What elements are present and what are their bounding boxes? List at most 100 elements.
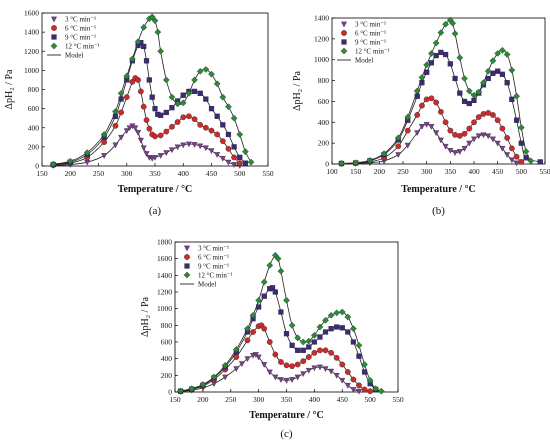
model-line-6: [341, 97, 522, 165]
data-point: [196, 67, 204, 75]
data-point: [513, 117, 520, 123]
y-tick-label: 1000: [24, 66, 39, 75]
data-point: [231, 154, 237, 161]
data-point: [191, 116, 198, 123]
data-point: [317, 347, 323, 354]
legend: 3 °C min⁻¹6 °C min⁻¹9 °C min⁻¹12 °C min⁻…: [337, 21, 390, 65]
data-point: [163, 109, 169, 116]
data-point: [456, 54, 464, 61]
data-point: [157, 132, 164, 139]
x-tick-label: 400: [468, 167, 480, 176]
data-point: [350, 376, 357, 383]
data-point: [214, 131, 221, 138]
data-point: [163, 128, 170, 135]
x-tick-label: 550: [262, 169, 274, 178]
y-tick-label: 800: [161, 321, 173, 330]
data-point: [288, 321, 296, 329]
data-point: [191, 88, 198, 95]
x-tick-label: 500: [365, 395, 377, 404]
data-point: [118, 96, 124, 102]
x-tick-label: 150: [350, 167, 362, 176]
data-point: [163, 150, 170, 156]
y-tick-label: 1200: [157, 288, 172, 297]
data-point: [350, 339, 357, 345]
panel-label: (c): [280, 428, 293, 440]
data-point: [214, 152, 221, 158]
series-6-points: [338, 95, 525, 167]
x-tick-label: 500: [234, 169, 246, 178]
data-point: [447, 148, 454, 154]
data-point: [372, 385, 380, 393]
data-point: [101, 153, 108, 159]
data-point: [174, 144, 181, 151]
data-point: [424, 69, 430, 75]
model-line-3: [341, 123, 517, 165]
data-point: [157, 153, 164, 159]
data-point: [404, 142, 411, 149]
legend-marker: [184, 263, 190, 269]
data-point: [261, 293, 267, 299]
data-point: [151, 17, 159, 25]
data-point: [129, 78, 136, 85]
x-tick-label: 550: [392, 395, 404, 404]
model-line-9: [53, 42, 246, 165]
data-point: [185, 141, 192, 148]
legend-entry: Model: [355, 57, 373, 65]
data-point: [338, 308, 346, 316]
data-point: [355, 388, 362, 395]
y-tick-label: 400: [161, 354, 173, 363]
x-tick-label: 250: [93, 169, 105, 178]
data-point: [289, 342, 295, 348]
data-point: [225, 159, 232, 166]
data-point: [475, 133, 482, 140]
y-tick-label: 1400: [24, 28, 39, 37]
data-point: [208, 70, 215, 78]
data-point: [152, 133, 158, 140]
data-point: [413, 87, 421, 95]
data-point: [366, 376, 374, 384]
data-point: [132, 125, 139, 132]
series-6-points: [50, 75, 243, 168]
data-point: [294, 334, 302, 342]
data-point: [356, 353, 362, 359]
data-point: [316, 323, 324, 331]
data-point: [180, 92, 186, 98]
data-point: [480, 79, 487, 87]
x-tick-label: 200: [65, 169, 77, 178]
legend-entry: 3 °C min⁻¹: [198, 245, 229, 253]
data-point: [428, 60, 435, 66]
data-point: [202, 66, 210, 73]
data-point: [537, 159, 543, 165]
data-point: [179, 99, 187, 107]
data-point: [83, 149, 91, 156]
data-point: [208, 148, 215, 155]
data-point: [138, 88, 144, 95]
data-point: [249, 311, 257, 319]
y-tick-label: 800: [318, 76, 330, 85]
data-point: [437, 108, 444, 115]
data-point: [101, 139, 108, 145]
data-point: [191, 76, 198, 84]
data-point: [295, 347, 301, 353]
data-point: [112, 142, 119, 149]
legend-marker: [340, 47, 348, 55]
data-point: [311, 339, 317, 345]
chart-panel-3: 150 200 250 300 350 400 450 500 550 0 200 400 600 800…: [140, 238, 404, 441]
data-point: [328, 368, 335, 375]
data-point: [129, 55, 136, 63]
data-point: [197, 122, 204, 128]
data-point: [203, 96, 209, 102]
data-point: [146, 77, 152, 83]
data-point: [118, 134, 125, 141]
data-point: [355, 341, 363, 349]
x-tick-label: 250: [225, 395, 237, 404]
data-point: [256, 304, 262, 310]
legend-entry: Model: [198, 281, 216, 289]
data-point: [489, 136, 496, 143]
data-point: [149, 94, 155, 100]
data-point: [518, 140, 524, 146]
x-axis-label: Temperature / °C: [401, 184, 476, 195]
data-point: [461, 75, 468, 82]
data-point: [311, 349, 318, 356]
y-axis-label: ΔpH₂ / Pa: [292, 70, 303, 110]
